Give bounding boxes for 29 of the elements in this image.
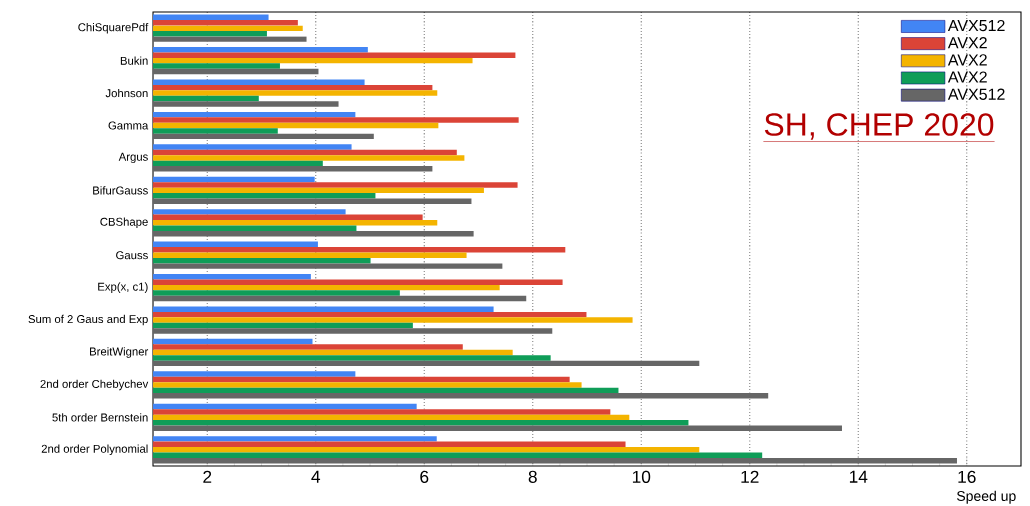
- x-tick-label: 2: [203, 470, 212, 483]
- x-tick-label: 14: [849, 470, 868, 483]
- y-tick-label: Johnson: [105, 88, 148, 98]
- x-tick-label: 16: [958, 470, 976, 483]
- legend-label: AVX512: [947, 88, 1005, 100]
- annotation: SH, CHEP 2020: [764, 113, 994, 140]
- x-tick-label: 8: [528, 470, 537, 483]
- x-axis-title: Speed up: [956, 490, 1016, 504]
- x-tick-label: 12: [741, 470, 759, 483]
- y-tick-label: Argus: [118, 152, 148, 163]
- y-tick-label: Exp(x, c1): [98, 282, 148, 293]
- y-tick-label: BifurGauss: [93, 186, 148, 195]
- y-tick-label: CBShape: [100, 217, 148, 229]
- y-tick-label: BreitWigner: [90, 347, 149, 358]
- y-tick-label: Bukin: [120, 56, 148, 65]
- legend-label: AVX2: [947, 71, 987, 83]
- y-tick-label: Gauss: [116, 251, 148, 260]
- y-tick-label: Sum of 2 Gaus and Exp: [28, 314, 148, 326]
- legend-label: AVX512: [947, 19, 1005, 32]
- y-tick-label: ChiSquarePdf: [78, 22, 149, 34]
- x-tick-label: 10: [632, 470, 651, 483]
- y-tick-label: Gamma: [108, 121, 149, 130]
- x-tick-label: 6: [420, 470, 429, 483]
- x-tick-label: 4: [311, 470, 321, 483]
- y-tick-label: 2nd order Chebychev: [40, 379, 149, 391]
- y-tick-label: 2nd order Polynomial: [41, 444, 148, 456]
- legend-label: AVX2: [947, 54, 987, 66]
- y-tick-label: 5th order Bernstein: [52, 413, 148, 422]
- legend-label: AVX2: [947, 37, 987, 49]
